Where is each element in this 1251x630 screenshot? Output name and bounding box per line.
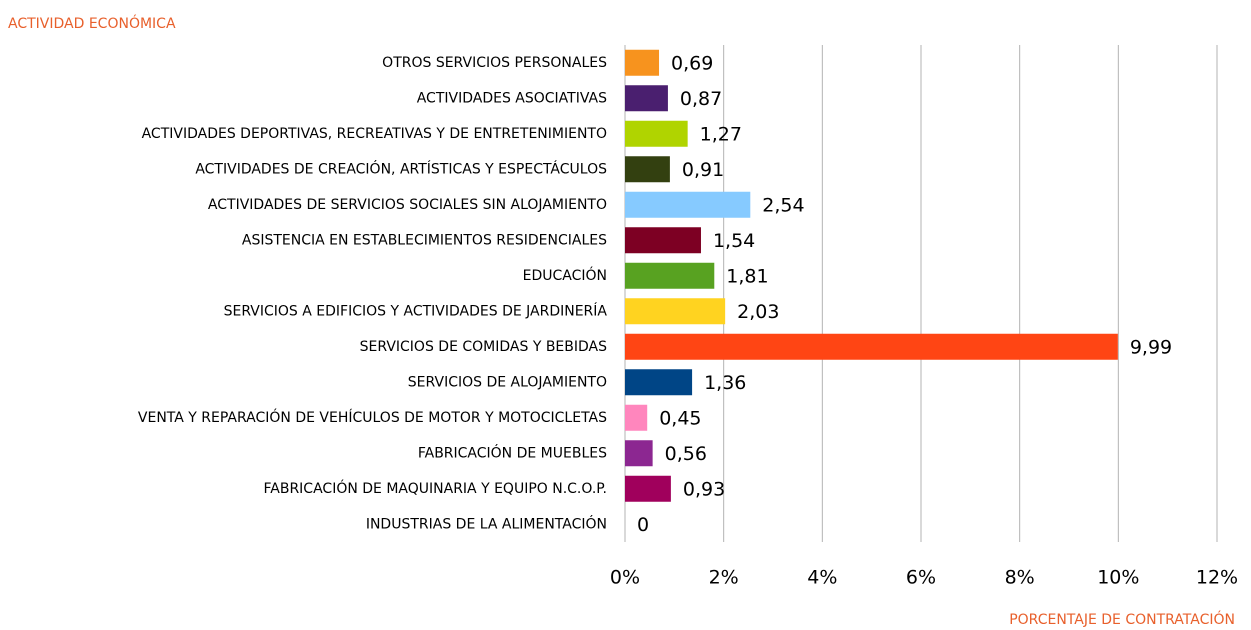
x-tick-label: 10% (1097, 567, 1139, 589)
value-label: 2,03 (737, 301, 779, 323)
x-tick-label: 0% (610, 567, 640, 589)
y-tick-label: ASISTENCIA EN ESTABLECIMIENTOS RESIDENCI… (242, 232, 607, 248)
value-label: 1,27 (700, 123, 742, 145)
value-label: 0,91 (682, 159, 724, 181)
value-label: 0,87 (680, 88, 722, 110)
value-label: 0,56 (665, 443, 707, 465)
y-tick-label: FABRICACIÓN DE MUEBLES (418, 443, 607, 461)
y-tick-label: SERVICIOS DE ALOJAMIENTO (408, 374, 607, 390)
x-tick-label: 4% (807, 567, 837, 589)
value-label: 0,93 (683, 478, 725, 500)
value-label: 2,54 (762, 194, 804, 216)
y-tick-label: ACTIVIDADES DE SERVICIOS SOCIALES SIN AL… (208, 197, 607, 213)
bar (625, 156, 670, 183)
value-label: 0,69 (671, 52, 713, 74)
bar (625, 49, 660, 76)
bar (625, 85, 668, 112)
value-label: 1,81 (726, 265, 768, 287)
y-tick-label: ACTIVIDADES DEPORTIVAS, RECREATIVAS Y DE… (142, 126, 607, 142)
y-tick-label: SERVICIOS DE COMIDAS Y BEBIDAS (360, 339, 607, 355)
y-tick-label: ACTIVIDADES ASOCIATIVAS (417, 90, 607, 106)
y-tick-label: OTROS SERVICIOS PERSONALES (382, 55, 607, 71)
y-tick-label: ACTIVIDADES DE CREACIÓN, ARTÍSTICAS Y ES… (195, 159, 607, 177)
x-tick-label: 2% (709, 567, 739, 589)
bar (625, 440, 653, 467)
y-tick-label: INDUSTRIAS DE LA ALIMENTACIÓN (366, 514, 607, 532)
y-tick-label: EDUCACIÓN (523, 266, 607, 284)
x-axis-label: PORCENTAJE DE CONTRATACIÓN (1009, 610, 1235, 628)
value-label: 1,54 (713, 230, 755, 252)
y-axis-label: ACTIVIDAD ECONÓMICA (8, 14, 176, 32)
x-tick-label: 8% (1005, 567, 1035, 589)
bar (625, 191, 751, 218)
bar (625, 262, 715, 289)
x-tick-label: 12% (1196, 567, 1238, 589)
value-label: 0,45 (659, 407, 701, 429)
value-label: 9,99 (1130, 336, 1172, 358)
bar (625, 333, 1118, 360)
value-label: 0 (637, 514, 649, 536)
bar (625, 404, 648, 431)
x-tick-label: 6% (906, 567, 936, 589)
value-label: 1,36 (704, 372, 746, 394)
bar (625, 120, 688, 147)
bar (625, 227, 701, 254)
y-tick-label: FABRICACIÓN DE MAQUINARIA Y EQUIPO N.C.O… (264, 479, 608, 497)
y-tick-label: SERVICIOS A EDIFICIOS Y ACTIVIDADES DE J… (224, 302, 608, 319)
bar (625, 369, 693, 396)
y-tick-label: VENTA Y REPARACIÓN DE VEHÍCULOS DE MOTOR… (138, 408, 607, 426)
bar (625, 298, 726, 325)
bar (625, 475, 671, 502)
